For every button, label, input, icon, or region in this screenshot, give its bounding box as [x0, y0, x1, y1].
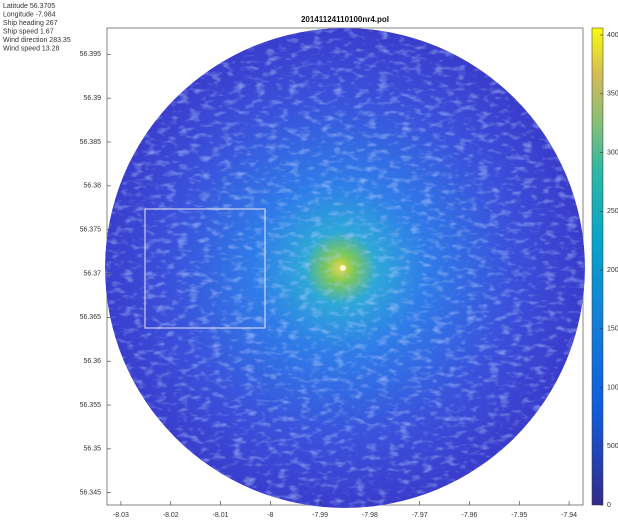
colorbar-tick-label: 3000 [607, 149, 618, 156]
chart: 20141124110100nr4.pol -8.03 -8.02 -8.01 -8 -… [0, 0, 618, 525]
y-tick-label: 56.385 [80, 139, 102, 146]
colorbar [592, 28, 603, 505]
ship-marker [340, 265, 346, 271]
info-line: Longitude -7.984 [3, 11, 56, 18]
y-tick-label: 56.36 [83, 358, 101, 365]
x-tick-label: -7.95 [511, 512, 527, 519]
x-tick-label: -7.98 [362, 512, 378, 519]
colorbar-tick-label: 3500 [607, 91, 618, 98]
colorbar-tick-label: 500 [607, 443, 618, 450]
colorbar-tick-label: 1500 [607, 326, 618, 333]
info-line: Wind speed 13.28 [3, 45, 60, 52]
colorbar-tick-label: 2500 [607, 208, 618, 215]
colorbar-tick-label: 2000 [607, 267, 618, 274]
info-line: Wind direction 283.35 [3, 37, 71, 44]
info-line: Ship speed 1.67 [3, 28, 54, 35]
info-line: Latitude 56.3705 [3, 3, 55, 10]
y-tick-label: 56.365 [80, 314, 102, 321]
y-tick-label: 56.35 [83, 446, 101, 453]
x-tick-label: -8 [267, 512, 273, 519]
colorbar-tick-label: 4000 [607, 32, 618, 39]
y-tick-label: 56.395 [80, 51, 102, 58]
colorbar-tick-label: 0 [607, 502, 611, 509]
x-tick-label: -7.96 [461, 512, 477, 519]
y-tick-label: 56.38 [83, 183, 101, 190]
x-tick-label: -8.01 [213, 512, 229, 519]
x-tick-label: -7.94 [561, 512, 577, 519]
x-tick-label: -8.03 [113, 512, 129, 519]
y-tick-label: 56.37 [83, 270, 101, 277]
y-tick-label: 56.375 [80, 227, 102, 234]
y-tick-label: 56.345 [80, 490, 102, 497]
info-line: Ship heading 267 [3, 20, 58, 27]
colorbar-tick-label: 1000 [607, 384, 618, 391]
x-tick-label: -7.97 [412, 512, 428, 519]
y-tick-label: 56.39 [83, 95, 101, 102]
chart-title: 20141124110100nr4.pol [301, 15, 389, 24]
x-tick-label: -7.99 [312, 512, 328, 519]
y-tick-label: 56.355 [80, 402, 102, 409]
x-tick-label: -8.02 [163, 512, 179, 519]
